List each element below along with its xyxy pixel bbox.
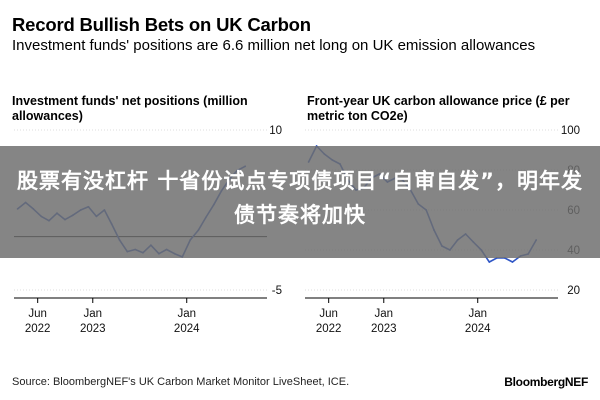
y-tick-label: 10: [269, 125, 282, 137]
data-point: [488, 261, 491, 263]
brand-logo: BloombergNEF: [504, 375, 588, 389]
y-tick-label: -5: [272, 285, 282, 297]
x-tick-label: 2022: [25, 323, 51, 335]
left-panel-title: Investment funds' net positions (million…: [12, 94, 248, 123]
x-tick-label: Jan: [83, 308, 102, 320]
chart-header: Record Bullish Bets on UK Carbon Investm…: [12, 14, 588, 55]
source-note: Source: BloombergNEF's UK Carbon Market …: [12, 376, 350, 388]
banner-headline: 股票有没杠杆 十省份试点专项债项目“自审自发”，明年发债节奏将加快: [17, 169, 583, 227]
page-subtitle: Investment funds' positions are 6.6 mill…: [12, 37, 536, 54]
page-title: Record Bullish Bets on UK Carbon: [12, 14, 311, 35]
x-tick-label: 2023: [80, 323, 106, 335]
y-tick-label: 100: [561, 125, 580, 137]
x-tick-label: 2022: [316, 323, 342, 335]
x-tick-label: Jan: [374, 308, 393, 320]
x-tick-label: 2023: [371, 323, 397, 335]
x-tick-label: 2024: [174, 323, 200, 335]
x-tick-label: Jan: [177, 308, 196, 320]
right-panel-title: Front-year UK carbon allowance price (£ …: [307, 94, 570, 123]
data-point: [511, 261, 514, 263]
overlay-banner: [0, 146, 600, 258]
x-tick-label: 2024: [465, 323, 491, 335]
x-tick-label: Jun: [319, 308, 338, 320]
y-tick-label: 20: [567, 285, 580, 297]
x-tick-label: Jun: [28, 308, 47, 320]
x-tick-label: Jan: [468, 308, 487, 320]
